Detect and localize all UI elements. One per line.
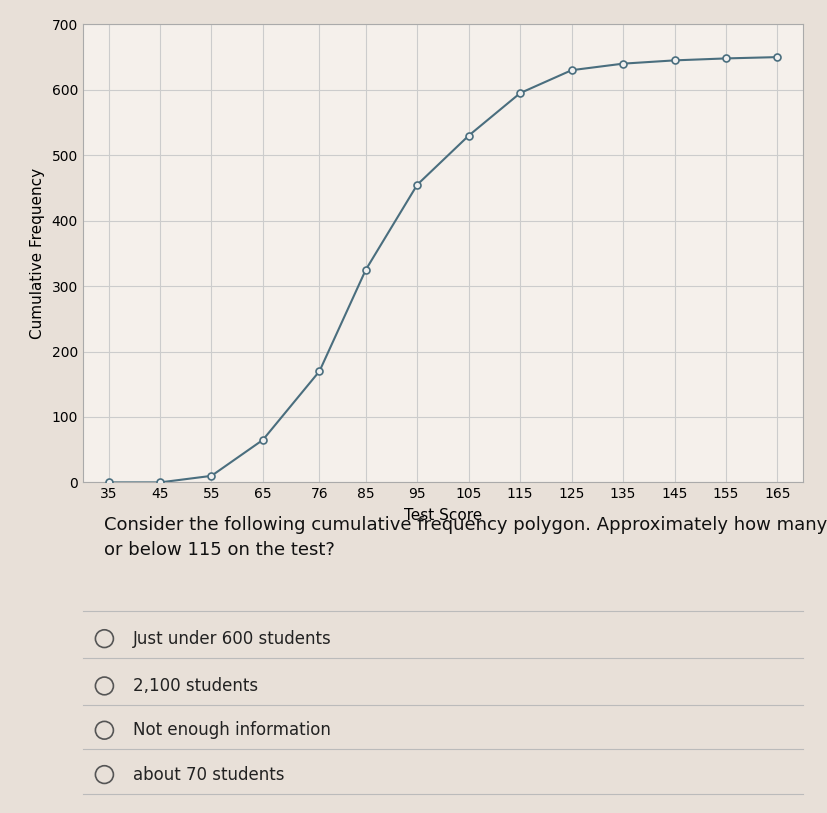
Y-axis label: Cumulative Frequency: Cumulative Frequency — [30, 167, 45, 339]
X-axis label: Test Score: Test Score — [404, 508, 481, 524]
Text: about 70 students: about 70 students — [133, 766, 284, 784]
Text: 2,100 students: 2,100 students — [133, 677, 258, 695]
Text: Just under 600 students: Just under 600 students — [133, 629, 332, 648]
Text: Not enough information: Not enough information — [133, 721, 331, 739]
Text: Consider the following cumulative frequency polygon. Approximately how many stud: Consider the following cumulative freque… — [104, 516, 827, 559]
